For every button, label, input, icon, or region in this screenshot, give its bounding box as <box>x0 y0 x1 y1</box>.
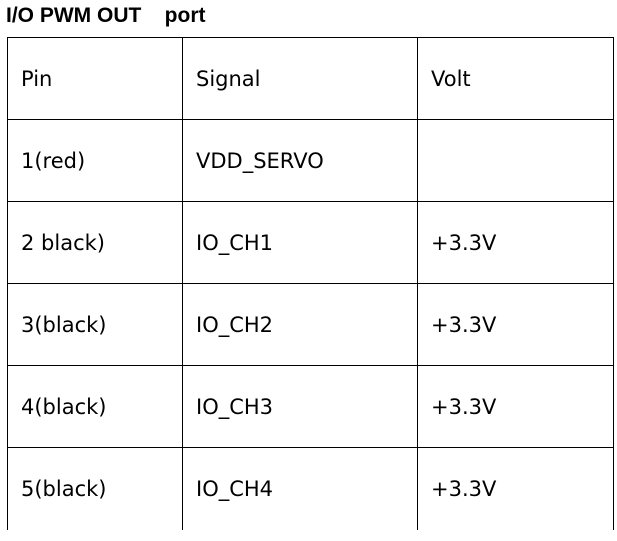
cell-signal: IO_CH2 <box>182 283 418 366</box>
cell-volt: +3.3V <box>417 365 614 448</box>
cell-pin: 2 black) <box>7 201 183 284</box>
table-row: 5(black) IO_CH4 +3.3V <box>7 447 614 530</box>
cell-pin: 3(black) <box>7 283 183 366</box>
cell-pin: 4(black) <box>7 365 183 448</box>
table-header-row: Pin Signal Volt <box>7 37 614 120</box>
document-title: I/O PWM OUT port <box>6 4 206 27</box>
header-pin: Pin <box>7 37 183 120</box>
header-volt: Volt <box>417 37 614 120</box>
cell-volt: +3.3V <box>417 201 614 284</box>
cell-volt <box>417 119 614 202</box>
cell-pin: 5(black) <box>7 447 183 530</box>
header-signal: Signal <box>182 37 418 120</box>
cell-signal: IO_CH3 <box>182 365 418 448</box>
table-row: 3(black) IO_CH2 +3.3V <box>7 283 614 366</box>
cell-volt: +3.3V <box>417 447 614 530</box>
table-row: 4(black) IO_CH3 +3.3V <box>7 365 614 448</box>
cell-pin: 1(red) <box>7 119 183 202</box>
table-row: 1(red) VDD_SERVO <box>7 119 614 202</box>
table-row: 2 black) IO_CH1 +3.3V <box>7 201 614 284</box>
cell-signal: VDD_SERVO <box>182 119 418 202</box>
cell-signal: IO_CH4 <box>182 447 418 530</box>
cell-signal: IO_CH1 <box>182 201 418 284</box>
pin-signal-table: Pin Signal Volt 1(red) VDD_SERVO 2 black… <box>7 37 614 530</box>
cell-volt: +3.3V <box>417 283 614 366</box>
